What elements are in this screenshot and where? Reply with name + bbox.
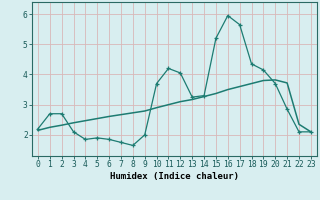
X-axis label: Humidex (Indice chaleur): Humidex (Indice chaleur) xyxy=(110,172,239,181)
